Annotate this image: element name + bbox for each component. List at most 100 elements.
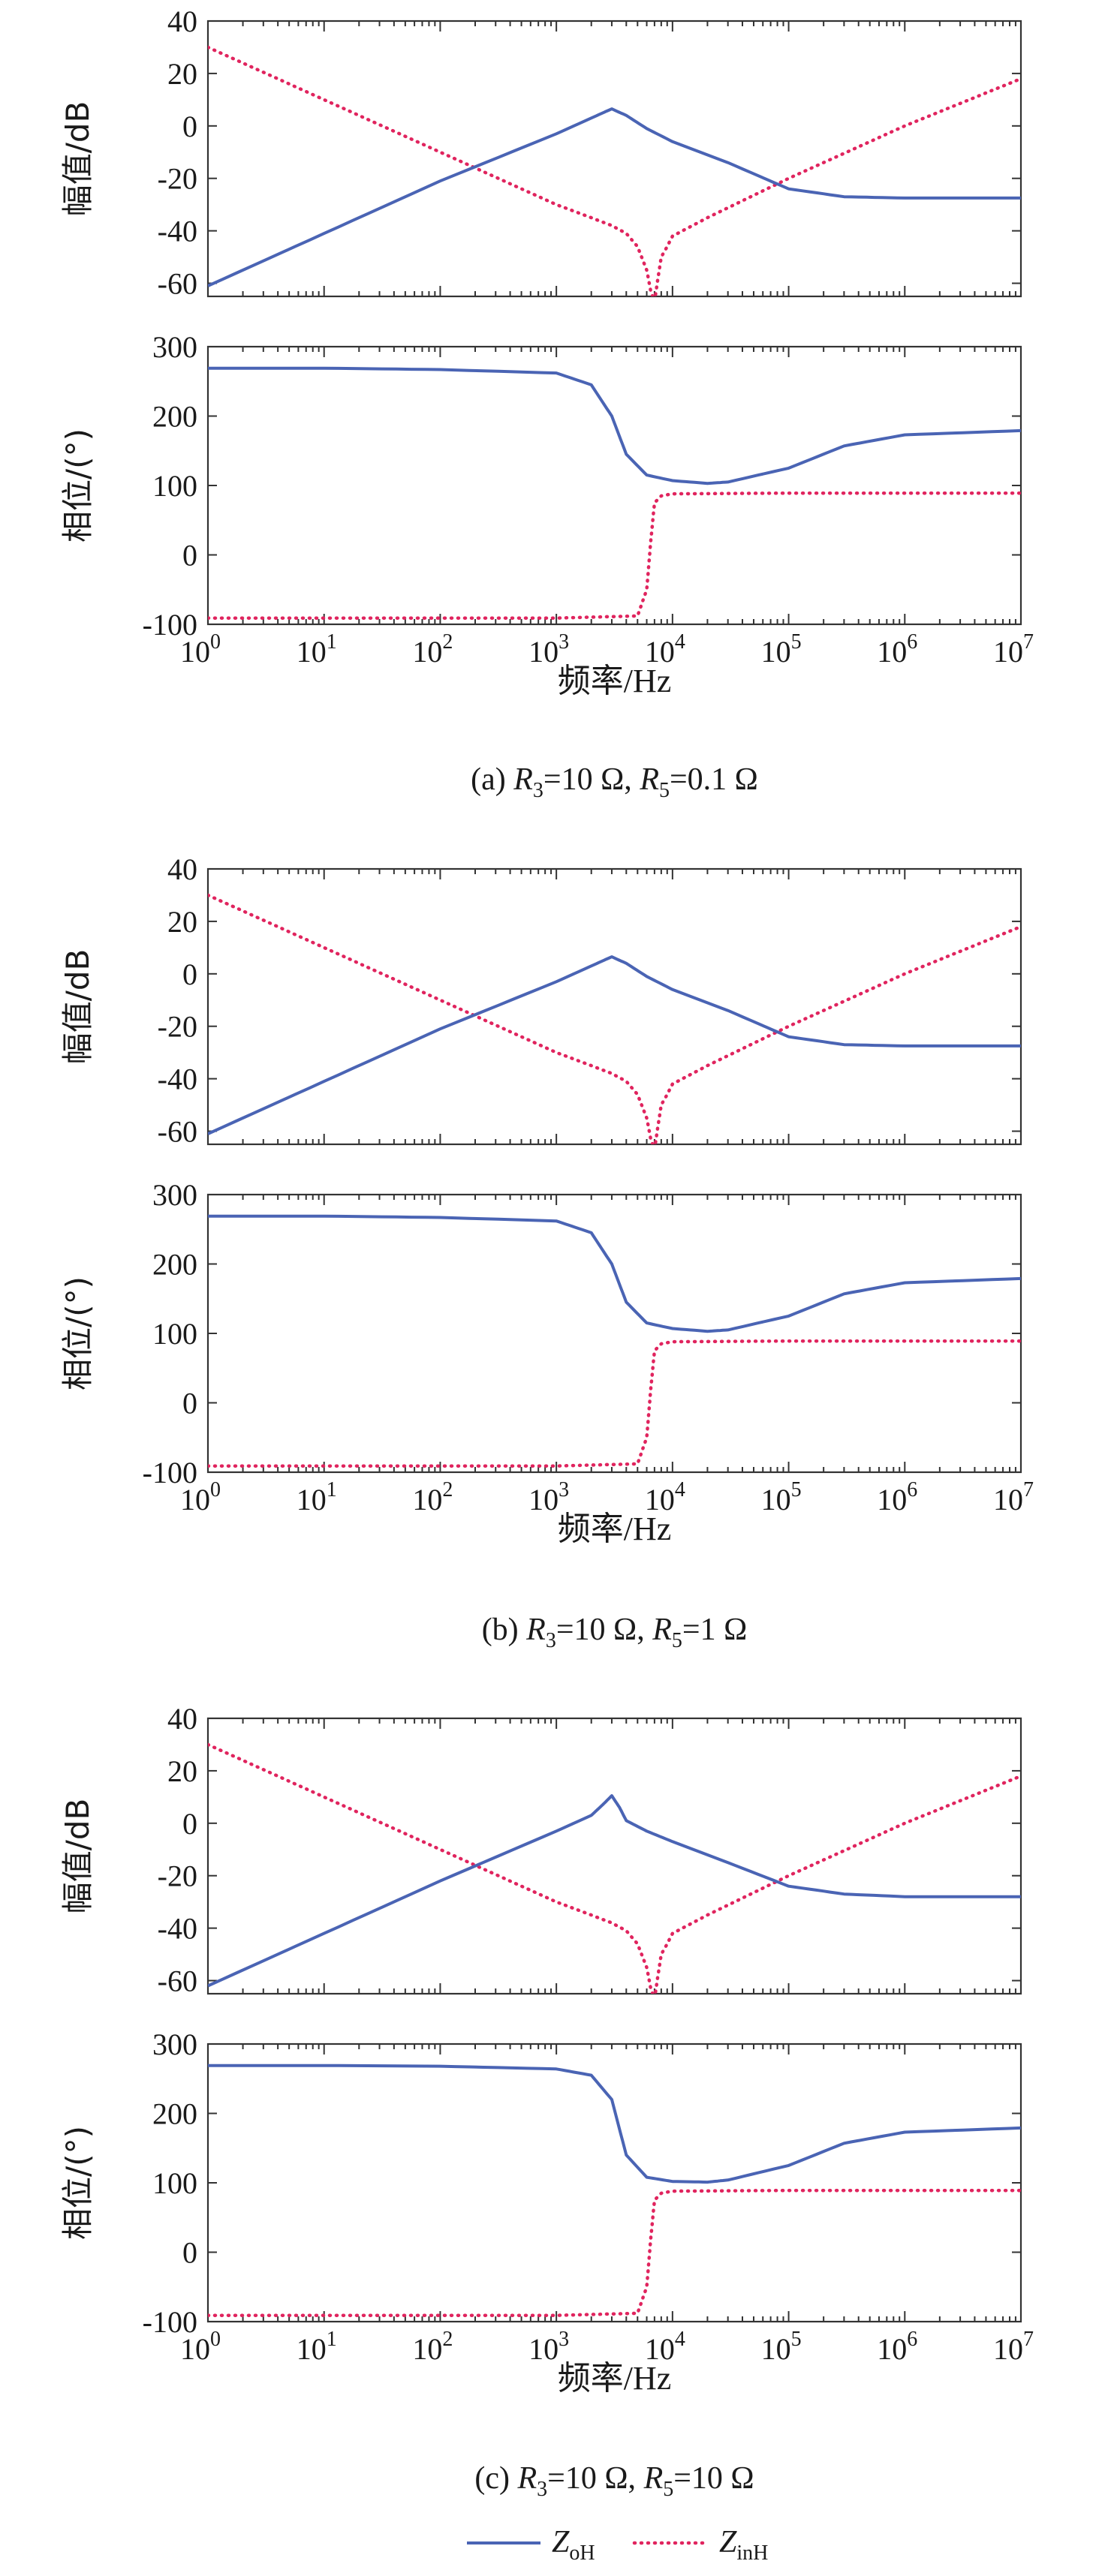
x-tick-label: 103 (528, 2328, 569, 2366)
phase-y-tick-label: 300 (152, 2027, 197, 2061)
x-tick-label: 100 (180, 630, 221, 669)
phase-y-tick-label: 100 (152, 1317, 197, 1351)
phase-axis-label: 相位/(°) (59, 2126, 96, 2240)
magnitude-y-tick-label: -40 (158, 1063, 197, 1096)
frequency-axis-label: 频率/Hz (558, 663, 672, 699)
magnitude-plot-frame (206, 1717, 1022, 1995)
x-tick-label: 105 (761, 630, 802, 669)
phase-y-tick-label: 200 (152, 1248, 197, 1282)
phase-y-tick-label: 300 (152, 1178, 197, 1212)
x-tick-label: 101 (297, 630, 337, 669)
phase-y-tick-label: -100 (143, 2305, 197, 2339)
magnitude-y-tick-label: -40 (158, 215, 197, 248)
phase-axis-label: 相位/(°) (59, 428, 96, 543)
magnitude-plot-frame (206, 20, 1022, 298)
phase-y-tick-label: -100 (143, 608, 197, 642)
magnitude-lines (208, 45, 1021, 296)
phase-y-tick-label: 100 (152, 469, 197, 503)
magnitude-y-tick-label: -60 (158, 1115, 197, 1149)
magnitude-plot: 40 20 0 -20 -40 -60 幅值/dB (59, 852, 1022, 1149)
x-tick-label: 104 (645, 2328, 685, 2366)
phase-y-tick-label: 0 (182, 1387, 197, 1420)
x-tick-label: 106 (877, 1478, 917, 1516)
x-tick-label: 104 (645, 1478, 685, 1516)
legend-label-oh: ZoH (552, 2525, 595, 2565)
magnitude-y-tick-label: 20 (167, 905, 197, 939)
magnitude-y-tick-label: -20 (158, 1010, 197, 1044)
phase-y-tick-label: 200 (152, 2097, 197, 2131)
x-tick-label: 106 (877, 630, 917, 669)
magnitude-lines (208, 1742, 1021, 1994)
magnitude-y-tick-label: 0 (182, 957, 197, 991)
zoh-phase-line (208, 366, 1021, 485)
legend-label-inh: ZinH (719, 2525, 768, 2565)
magnitude-axis-label: 幅值/dB (59, 101, 96, 217)
x-tick-label: 107 (993, 630, 1034, 669)
zinh-magnitude-line (208, 893, 1021, 1144)
phase-y-tick-label: 0 (182, 539, 197, 573)
magnitude-axis-label: 幅值/dB (59, 1799, 96, 1914)
zoh-phase-line (208, 2064, 1021, 2184)
zinh-phase-line (208, 2188, 1021, 2317)
magnitude-y-tick-label: 40 (167, 1702, 197, 1736)
x-tick-label: 103 (528, 1478, 569, 1516)
phase-y-tick-label: 100 (152, 2166, 197, 2200)
magnitude-plot: 40 20 0 -20 -40 -60 幅值/dB (59, 5, 1022, 301)
magnitude-y-tick-label: -20 (158, 1859, 197, 1893)
phase-y-tick-label: 0 (182, 2236, 197, 2270)
zinh-phase-line (208, 491, 1021, 620)
x-tick-label: 100 (180, 2328, 221, 2366)
phase-y-tick-label: -100 (143, 1456, 197, 1489)
x-tick-label: 105 (761, 1478, 802, 1516)
x-tick-label: 102 (412, 630, 453, 669)
zoh-magnitude-line (208, 955, 1021, 1135)
phase-lines (208, 1214, 1021, 1468)
magnitude-axis-label: 幅值/dB (59, 949, 96, 1065)
magnitude-y-tick-label: 40 (167, 5, 197, 38)
subfigure-caption: (b) R3=10 Ω, R5=1 Ω (482, 1613, 748, 1652)
frequency-axis-label: 频率/Hz (558, 2360, 672, 2397)
phase-plot-frame (206, 345, 1022, 626)
x-tick-label: 101 (297, 1478, 337, 1516)
x-tick-label: 105 (761, 2328, 802, 2366)
phase-y-tick-label: 200 (152, 400, 197, 434)
x-tick-label: 104 (645, 630, 685, 669)
phase-plot-frame (206, 2042, 1022, 2323)
x-tick-label: 107 (993, 1478, 1034, 1516)
phase-axis-label: 相位/(°) (59, 1276, 96, 1390)
zinh-magnitude-line (208, 1742, 1021, 1994)
magnitude-y-tick-label: -40 (158, 1912, 197, 1946)
zinh-magnitude-line (208, 45, 1021, 296)
magnitude-y-tick-label: 40 (167, 852, 197, 886)
phase-lines (208, 2064, 1021, 2317)
magnitude-y-tick-label: 0 (182, 1807, 197, 1841)
zoh-magnitude-line (208, 1794, 1021, 1988)
x-tick-label: 102 (412, 1478, 453, 1516)
magnitude-y-tick-label: 20 (167, 57, 197, 91)
x-tick-label: 106 (877, 2328, 917, 2366)
zinh-phase-line (208, 1339, 1021, 1468)
x-tick-label: 102 (412, 2328, 453, 2366)
magnitude-lines (208, 893, 1021, 1144)
magnitude-y-tick-label: -60 (158, 267, 197, 301)
subfigure-caption: (a) R3=10 Ω, R5=0.1 Ω (471, 762, 758, 802)
magnitude-plot-frame (206, 867, 1022, 1146)
phase-y-tick-label: 300 (152, 330, 197, 364)
x-tick-label: 101 (297, 2328, 337, 2366)
frequency-axis-label: 频率/Hz (558, 1510, 672, 1547)
magnitude-y-tick-label: -60 (158, 1964, 197, 1998)
magnitude-y-tick-label: -20 (158, 162, 197, 196)
zoh-phase-line (208, 1214, 1021, 1333)
phase-lines (208, 366, 1021, 620)
magnitude-plot: 40 20 0 -20 -40 -60 幅值/dB (59, 1702, 1022, 1998)
phase-plot-frame (206, 1193, 1022, 1474)
legend: ZoH ZinH (467, 2525, 768, 2565)
magnitude-y-tick-label: 0 (182, 110, 197, 143)
